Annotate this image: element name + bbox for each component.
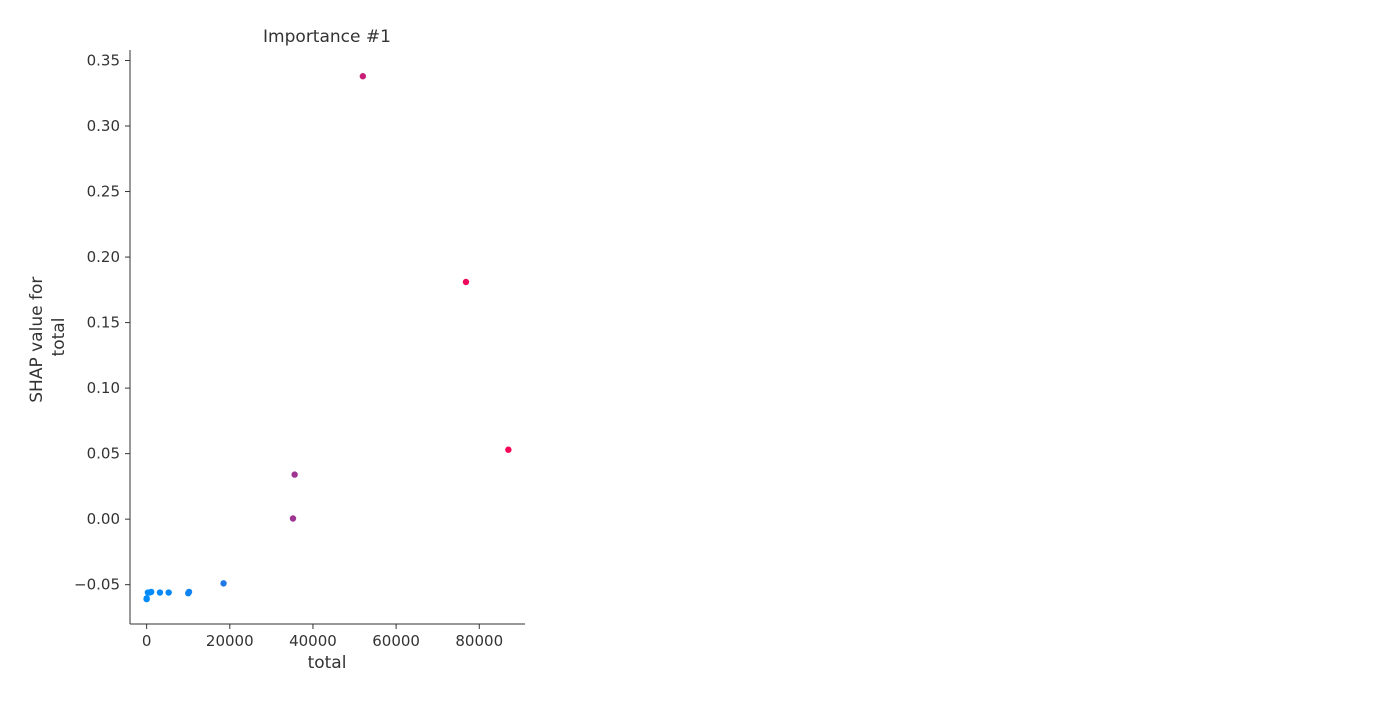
data-point xyxy=(156,589,164,596)
data-point xyxy=(462,278,470,286)
y-tick-label: 0.35 xyxy=(87,51,120,69)
y-axis-label-line-1: SHAP value for xyxy=(27,277,47,403)
y-tick-label: 0.00 xyxy=(87,510,120,528)
y-axis-label: SHAP value for total xyxy=(27,271,69,402)
y-tick-label: 0.25 xyxy=(87,183,120,201)
y-tick-label: 0.05 xyxy=(87,445,120,463)
chart-title: Importance #1 xyxy=(263,27,391,47)
data-point xyxy=(359,73,367,80)
data-point xyxy=(220,580,227,587)
data-point xyxy=(143,595,150,602)
x-tick-label: 40000 xyxy=(289,632,337,650)
data-point xyxy=(505,446,512,453)
data-point xyxy=(165,589,172,596)
x-axis-label: total xyxy=(308,653,347,673)
y-tick-label: 0.30 xyxy=(87,117,120,135)
x-axis-ticks: 0 20000 40000 60000 80000 xyxy=(142,624,503,650)
x-tick-label: 20000 xyxy=(206,632,254,650)
y-tick-label: 0.15 xyxy=(87,314,120,332)
data-points xyxy=(143,73,512,603)
y-axis-ticks: −0.05 0.00 0.05 0.10 0.15 0.20 0.25 0.30 0.35 xyxy=(74,51,130,594)
y-tick-label: 0.20 xyxy=(87,248,120,266)
y-tick-label: 0.10 xyxy=(87,379,120,397)
x-tick-label: 0 xyxy=(142,632,152,650)
data-point xyxy=(291,471,298,478)
data-point xyxy=(148,588,155,596)
data-point xyxy=(289,515,297,522)
x-tick-label: 80000 xyxy=(455,632,503,650)
y-axis-label-line-2: total xyxy=(49,318,69,357)
x-tick-label: 60000 xyxy=(372,632,420,650)
y-tick-label: −0.05 xyxy=(74,576,120,594)
data-point xyxy=(185,588,193,596)
